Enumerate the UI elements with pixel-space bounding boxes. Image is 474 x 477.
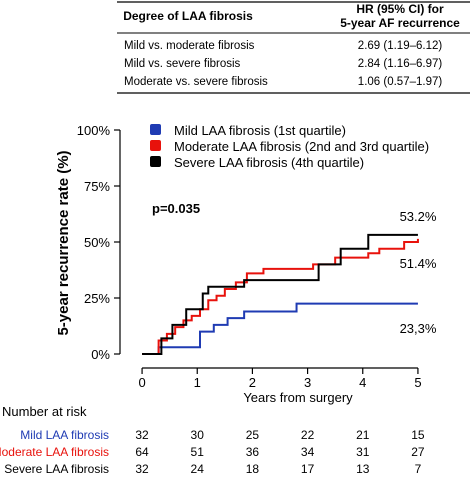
risk-table-title: Number at risk	[2, 404, 87, 419]
legend-label: Mild LAA fibrosis (1st quartile)	[174, 123, 346, 138]
table-header-hr-line2: 5-year AF recurrence	[340, 16, 460, 30]
table-row-hr: 2.84 (1.16–6.97)	[358, 58, 443, 70]
risk-count: 30	[191, 428, 205, 442]
risk-count: 64	[135, 445, 149, 459]
end-labels: 23,3% 51.4% 53.2%	[400, 209, 437, 336]
risk-row-label: Moderate LAA fibrosis	[0, 445, 109, 459]
risk-count: 27	[411, 445, 425, 459]
legend-label: Severe LAA fibrosis (4th quartile)	[174, 155, 364, 170]
risk-count: 7	[415, 462, 422, 476]
x-tick-label: 0	[138, 375, 145, 390]
x-tick-label: 1	[194, 375, 201, 390]
risk-table: Number at risk Mild LAA fibrosis 32 30 25 22…	[0, 404, 425, 476]
table-row-comparison: Moderate vs. severe fibrosis	[124, 76, 268, 88]
x-tick-label: 2	[249, 375, 256, 390]
legend-marker	[150, 124, 161, 135]
hr-table: Degree of LAA fibrosis HR (95% CI) for 5…	[117, 1, 470, 94]
x-axis: 0 1 2 3 4 5	[138, 367, 422, 390]
table-header-comparison: Degree of LAA fibrosis	[123, 9, 253, 23]
x-tick-label: 3	[304, 375, 311, 390]
end-label-series-1: 23,3%	[400, 321, 437, 336]
risk-count: 34	[301, 445, 315, 459]
table-row-hr: 1.06 (0.57–1.97)	[358, 76, 443, 88]
legend-marker	[150, 140, 161, 151]
risk-count: 31	[356, 445, 370, 459]
x-tick-label: 5	[414, 375, 421, 390]
y-axis-label: 5-year recurrence rate (%)	[55, 150, 72, 335]
y-tick-label: 25%	[84, 291, 110, 306]
y-tick-label: 50%	[84, 235, 110, 250]
y-axis: 0% 25% 50% 75% 100%	[77, 123, 121, 362]
table-row-hr: 2.69 (1.19–6.12)	[358, 40, 443, 52]
km-curve-series-2	[142, 238, 419, 355]
y-tick-label: 75%	[84, 179, 110, 194]
end-label-series-3: 53.2%	[400, 209, 437, 224]
y-tick-label: 0%	[91, 347, 110, 362]
table-header-hr-line1: HR (95% CI) for	[356, 2, 444, 16]
y-tick-label: 100%	[77, 123, 111, 138]
risk-count: 36	[246, 445, 260, 459]
risk-count: 51	[191, 445, 205, 459]
risk-count: 18	[246, 462, 260, 476]
risk-count: 17	[301, 462, 315, 476]
risk-count: 22	[301, 428, 315, 442]
km-chart: 0% 25% 50% 75% 100% 0 1 2 3 4 5 23,3% 51.4% 53.2% M…	[55, 123, 437, 405]
p-value: p=0.035	[152, 201, 200, 216]
x-axis-label: Years from surgery	[243, 390, 353, 405]
risk-row-label: Severe LAA fibrosis	[4, 462, 109, 476]
risk-count: 21	[356, 428, 370, 442]
legend-marker	[150, 156, 161, 167]
km-curve-series-3	[142, 233, 418, 355]
table-row-comparison: Mild vs. moderate fibrosis	[124, 40, 255, 52]
risk-count: 15	[411, 428, 425, 442]
risk-row-label: Mild LAA fibrosis	[20, 428, 109, 442]
km-curve-series-1	[142, 302, 418, 355]
km-curves	[142, 233, 419, 355]
risk-count: 13	[356, 462, 370, 476]
x-tick-label: 4	[359, 375, 366, 390]
risk-count: 25	[246, 428, 260, 442]
end-label-series-2: 51.4%	[400, 256, 437, 271]
table-row-comparison: Mild vs. severe fibrosis	[124, 58, 241, 70]
legend: Mild LAA fibrosis (1st quartile)Moderate…	[150, 123, 429, 170]
risk-count: 32	[135, 462, 149, 476]
risk-count: 24	[191, 462, 205, 476]
risk-count: 32	[135, 428, 149, 442]
legend-label: Moderate LAA fibrosis (2nd and 3rd quart…	[174, 139, 429, 154]
